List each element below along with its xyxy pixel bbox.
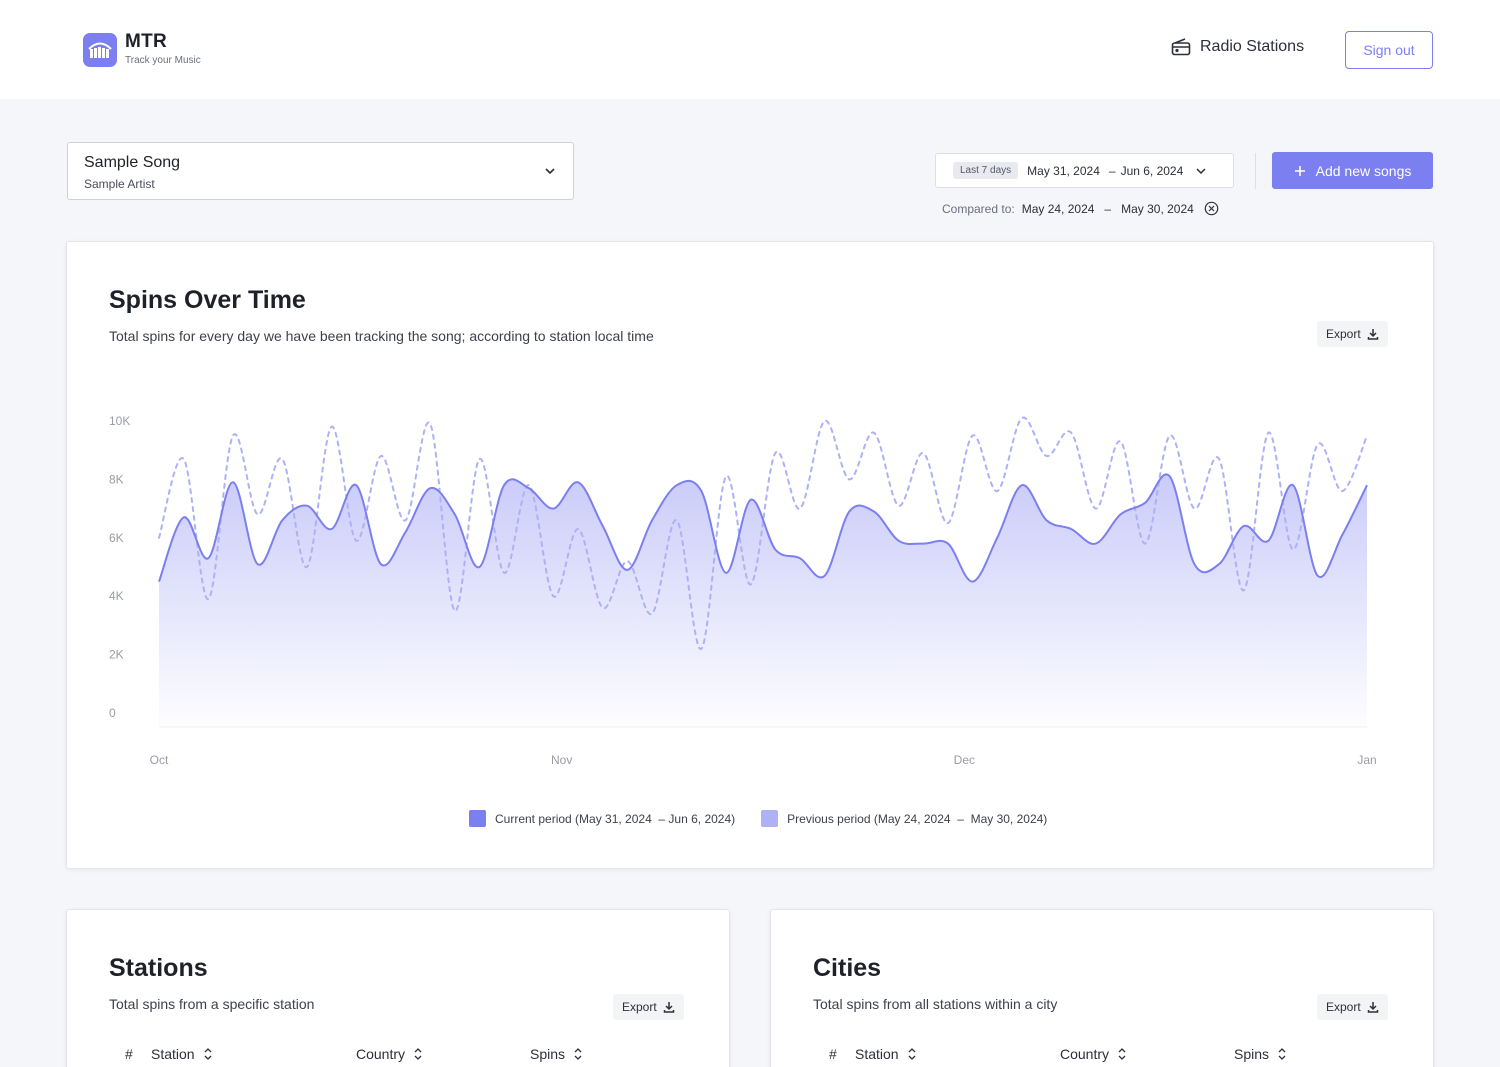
col-index: # xyxy=(125,1046,133,1062)
cities-title: Cities xyxy=(813,954,882,982)
col-station[interactable]: Station xyxy=(855,1046,916,1062)
card-subtitle: Total spins for every day we have been t… xyxy=(109,328,654,344)
col-spins[interactable]: Spins xyxy=(530,1046,582,1062)
y-tick-label: 4K xyxy=(109,589,124,603)
cities-card: Cities Total spins from all stations wit… xyxy=(770,909,1434,1067)
sort-icon xyxy=(574,1048,582,1060)
y-tick-label: 10K xyxy=(109,414,130,428)
x-tick-label: Oct xyxy=(150,753,169,767)
y-tick-label: 0 xyxy=(109,706,116,720)
y-tick-label: 8K xyxy=(109,472,124,486)
stations-card: Stations Total spins from a specific sta… xyxy=(66,909,730,1067)
song-title: Sample Song xyxy=(84,154,181,171)
current-period-line xyxy=(158,473,1368,583)
piano-logo-icon xyxy=(88,42,112,58)
logo-subtitle: Track your Music xyxy=(125,55,201,66)
song-artist: Sample Artist xyxy=(84,177,155,191)
x-tick-label: Nov xyxy=(551,753,572,767)
sign-out-button[interactable]: Sign out xyxy=(1345,31,1433,69)
date-range-badge: Last 7 days xyxy=(953,162,1019,179)
compare-to: May 30, 2024 xyxy=(1121,201,1194,216)
col-spins-label: Spins xyxy=(1234,1046,1270,1062)
sort-icon xyxy=(908,1048,916,1060)
nav-radio-label: Radio Stations xyxy=(1200,38,1305,55)
clear-compare-button[interactable] xyxy=(1204,201,1219,216)
date-to: Jun 6, 2024 xyxy=(1120,163,1184,178)
legend-swatch-current xyxy=(469,810,486,827)
top-header: MTR Track your Music Radio Stations Sign… xyxy=(0,0,1500,99)
legend-current[interactable]: Current period (May 31, 2024 – Jun 6, 20… xyxy=(469,810,735,827)
sort-icon xyxy=(414,1048,422,1060)
col-station-label: Station xyxy=(151,1046,195,1062)
logo-title: MTR xyxy=(125,31,168,52)
date-from: May 31, 2024 xyxy=(1027,163,1100,178)
col-index: # xyxy=(829,1046,837,1062)
col-spins-label: Spins xyxy=(530,1046,566,1062)
stations-title: Stations xyxy=(109,954,208,982)
x-tick-label: Dec xyxy=(954,753,975,767)
song-select[interactable]: Sample Song Sample Artist xyxy=(67,142,574,200)
cities-export-button[interactable]: Export xyxy=(1317,994,1388,1020)
sort-icon xyxy=(1278,1048,1286,1060)
legend-previous-label: Previous period (May 24, 2024 – May 30, … xyxy=(787,811,1048,826)
compare-label: Compared to: xyxy=(942,201,1015,216)
stations-subtitle: Total spins from a specific station xyxy=(109,996,315,1012)
compare-from: May 24, 2024 xyxy=(1021,201,1095,216)
card-title: Spins Over Time xyxy=(109,286,306,314)
add-new-songs-label: Add new songs xyxy=(1315,162,1412,179)
chevron-down-icon xyxy=(1196,167,1206,174)
export-label: Export xyxy=(622,1000,657,1014)
chevron-down-icon xyxy=(545,168,555,175)
download-icon xyxy=(1367,1002,1378,1013)
x-tick-label: Jan xyxy=(1357,753,1376,767)
toolbar-divider xyxy=(1255,153,1256,189)
download-icon xyxy=(1367,329,1378,340)
spins-over-time-card: Spins Over Time Total spins for every da… xyxy=(66,241,1434,869)
col-country[interactable]: Country xyxy=(1060,1046,1126,1062)
add-new-songs-button[interactable]: Add new songs xyxy=(1272,152,1433,189)
col-station-label: Station xyxy=(855,1046,899,1062)
plus-icon xyxy=(1294,165,1305,176)
spins-chart: 10K 8K 6K 4K 2K 0 Oct Nov Dec Jan xyxy=(109,414,1377,767)
app-logo[interactable] xyxy=(83,33,117,67)
export-button[interactable]: Export xyxy=(1317,321,1388,347)
export-label: Export xyxy=(1326,1000,1361,1014)
sort-icon xyxy=(1118,1048,1126,1060)
nav-radio-stations[interactable]: Radio Stations xyxy=(1171,38,1304,56)
current-period-area xyxy=(159,474,1367,727)
col-country-label: Country xyxy=(1060,1046,1110,1062)
cities-subtitle: Total spins from all stations within a c… xyxy=(813,996,1058,1012)
col-country[interactable]: Country xyxy=(356,1046,422,1062)
y-tick-label: 2K xyxy=(109,648,124,662)
legend-previous[interactable]: Previous period (May 24, 2024 – May 30, … xyxy=(761,810,1047,827)
compare-range: Compared to: May 24, 2024 – May 30, 2024 xyxy=(942,201,1219,216)
stations-export-button[interactable]: Export xyxy=(613,994,684,1020)
legend-current-label: Current period (May 31, 2024 – Jun 6, 20… xyxy=(495,811,736,826)
legend-swatch-previous xyxy=(761,810,779,827)
col-spins[interactable]: Spins xyxy=(1234,1046,1286,1062)
y-tick-label: 6K xyxy=(109,531,124,545)
sort-icon xyxy=(204,1048,212,1060)
col-index-label: # xyxy=(125,1046,133,1062)
col-station[interactable]: Station xyxy=(151,1046,212,1062)
col-index-label: # xyxy=(829,1046,837,1062)
download-icon xyxy=(663,1002,674,1013)
close-circle-icon xyxy=(1204,201,1219,216)
date-dash: – xyxy=(1108,163,1116,178)
chart-legend: Current period (May 31, 2024 – Jun 6, 20… xyxy=(469,810,1073,827)
date-range-picker[interactable]: Last 7 days May 31, 2024 – Jun 6, 2024 xyxy=(935,153,1234,188)
compare-dash: – xyxy=(1104,201,1112,216)
export-label: Export xyxy=(1326,327,1361,341)
col-country-label: Country xyxy=(356,1046,406,1062)
radio-icon xyxy=(1171,38,1191,56)
previous-period-line xyxy=(158,416,1368,650)
